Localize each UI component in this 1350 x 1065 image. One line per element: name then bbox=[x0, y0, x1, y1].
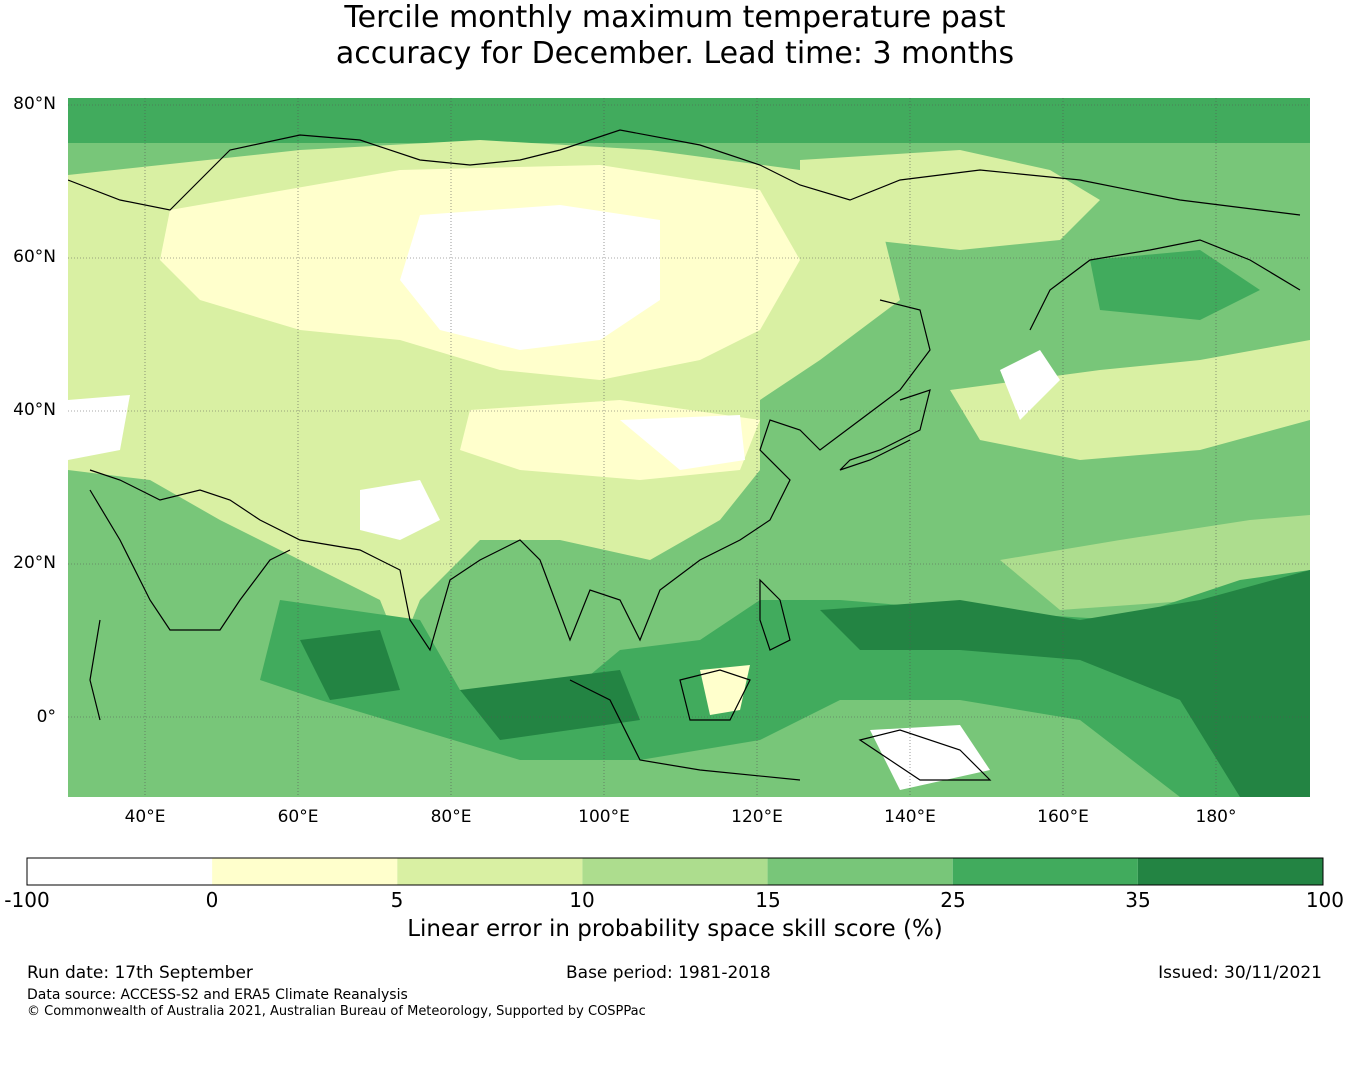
colorbar-bin bbox=[1137, 858, 1323, 885]
field-kamchatka bbox=[1090, 250, 1260, 320]
lon-label-80e: 80°E bbox=[430, 807, 472, 827]
lat-label-40n: 40°N bbox=[13, 400, 56, 420]
colorbar-bin bbox=[582, 858, 768, 885]
map-field bbox=[68, 98, 1310, 797]
lat-label-20n: 20°N bbox=[13, 553, 56, 573]
colorbar-tick-label: 10 bbox=[569, 888, 595, 912]
field-tibet bbox=[360, 480, 440, 540]
colorbar-bin bbox=[952, 858, 1138, 885]
colorbar-tick-label: 5 bbox=[390, 888, 404, 912]
title-line-2: accuracy for December. Lead time: 3 mont… bbox=[335, 36, 1015, 71]
coastlines bbox=[68, 129, 1301, 781]
field-kuroshio bbox=[1000, 350, 1060, 420]
lat-label-80n: 80°N bbox=[13, 94, 56, 114]
field-china-core bbox=[620, 415, 745, 470]
issued-date: Issued: 30/11/2021 bbox=[1158, 963, 1322, 983]
colorbar-frame bbox=[26, 857, 1324, 886]
field-tropics-strong bbox=[820, 570, 1310, 797]
lat-label-0: 0° bbox=[36, 707, 56, 727]
field-arctic bbox=[68, 98, 1310, 143]
colorbar-tick-label: 100 bbox=[1305, 888, 1344, 912]
lon-label-140e: 140°E bbox=[884, 807, 936, 827]
lon-label-60e: 60°E bbox=[277, 807, 319, 827]
run-date: Run date: 17th September bbox=[27, 963, 253, 983]
field-borneo bbox=[700, 665, 750, 715]
lon-label-180: 180° bbox=[1195, 807, 1237, 827]
colorbar-bin bbox=[397, 858, 583, 885]
colorbar-tick-label: 25 bbox=[940, 888, 966, 912]
graticule bbox=[68, 98, 1310, 797]
lon-label-40e: 40°E bbox=[124, 807, 166, 827]
lon-label-120e: 120°E bbox=[731, 807, 783, 827]
colorbar-bin bbox=[212, 858, 398, 885]
data-source: Data source: ACCESS-S2 and ERA5 Climate … bbox=[27, 987, 408, 1003]
colorbar bbox=[26, 857, 1324, 886]
base-period: Base period: 1981-2018 bbox=[566, 963, 771, 983]
field-siberia-core bbox=[400, 205, 660, 350]
colorbar-label: Linear error in probability space skill … bbox=[407, 916, 943, 942]
chart-title: Tercile monthly maximum temperature past… bbox=[0, 0, 1350, 72]
lon-label-160e: 160°E bbox=[1037, 807, 1089, 827]
colorbar-tick-label: -100 bbox=[4, 888, 50, 912]
title-line-1: Tercile monthly maximum temperature past bbox=[344, 0, 1006, 35]
colorbar-bin bbox=[27, 858, 213, 885]
field-bay-strong bbox=[460, 670, 640, 740]
colorbar-bin bbox=[767, 858, 953, 885]
colorbar-tick-label: 35 bbox=[1125, 888, 1151, 912]
copyright: © Commonwealth of Australia 2021, Austra… bbox=[27, 1004, 646, 1019]
field-new-guinea bbox=[870, 725, 990, 790]
lon-label-100e: 100°E bbox=[578, 807, 630, 827]
lat-label-60n: 60°N bbox=[13, 247, 56, 267]
field-indian-ocean-strong bbox=[300, 630, 400, 700]
colorbar-tick-label: 0 bbox=[205, 888, 219, 912]
colorbar-tick-label: 15 bbox=[755, 888, 781, 912]
field-nw-pacific bbox=[950, 340, 1310, 460]
